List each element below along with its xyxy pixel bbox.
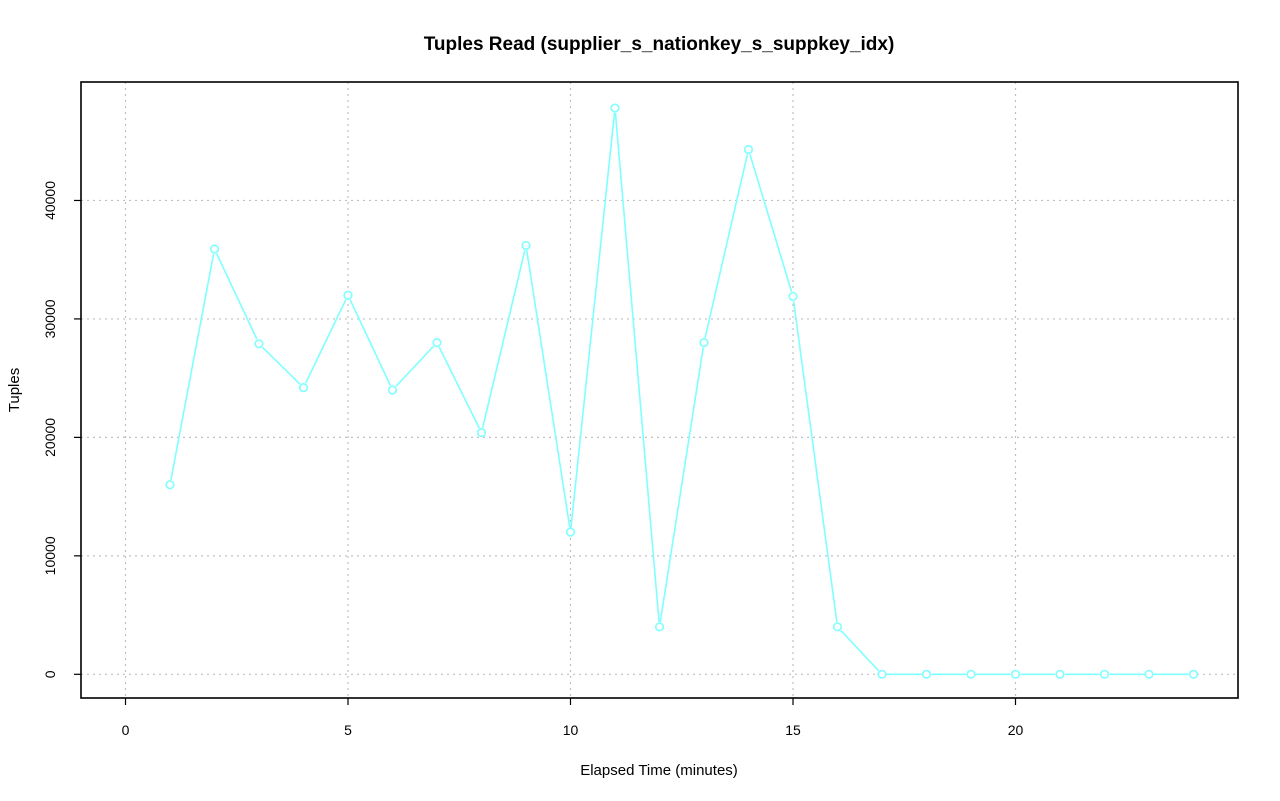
series-tuples <box>165 103 1199 679</box>
x-tick-label: 10 <box>563 722 579 738</box>
y-tick-label: 20000 <box>42 418 58 457</box>
data-point <box>654 622 665 632</box>
x-tick-label: 15 <box>785 722 801 738</box>
data-point <box>476 428 487 438</box>
series-line-segment <box>614 112 660 623</box>
x-axis-label: Elapsed Time (minutes) <box>580 762 738 779</box>
x-tick-label: 20 <box>1008 722 1024 738</box>
series-line-segment <box>481 250 526 428</box>
data-point <box>1010 669 1021 679</box>
data-point <box>1055 669 1065 679</box>
y-axis-label: Tuples <box>6 368 23 412</box>
data-point <box>165 480 175 490</box>
data-point <box>432 338 442 348</box>
series-line-segment <box>304 299 347 384</box>
data-point <box>565 527 576 537</box>
data-point <box>743 144 754 155</box>
data-point <box>832 622 843 632</box>
series-line-segment <box>840 630 880 672</box>
data-point <box>877 669 887 679</box>
series-line-segment <box>349 299 392 386</box>
chart-title: Tuples Read (supplier_s_nationkey_s_supp… <box>424 34 895 55</box>
data-point <box>1144 669 1154 679</box>
series-line-segment <box>395 345 435 387</box>
data-point <box>610 103 620 113</box>
data-point <box>387 385 398 395</box>
data-point <box>343 290 353 300</box>
x-axis: 0 5 10 15 20 <box>122 698 1024 738</box>
y-tick-label: 10000 <box>42 536 58 575</box>
series-line-segment <box>438 346 481 429</box>
y-tick-label: 0 <box>42 670 58 678</box>
data-point <box>521 240 531 251</box>
y-axis: 0 10000 20000 30000 40000 <box>42 181 81 678</box>
y-tick-label: 30000 <box>42 299 58 338</box>
grid-lines <box>81 82 1238 698</box>
data-point <box>298 383 309 393</box>
series-line-segment <box>170 253 215 481</box>
data-point <box>699 338 709 348</box>
series-line-segment <box>262 346 301 385</box>
y-tick-label: 40000 <box>42 181 58 220</box>
data-point <box>966 669 976 679</box>
x-tick-label: 5 <box>344 722 352 738</box>
series-line-segment <box>792 301 838 623</box>
data-point <box>254 339 264 349</box>
data-point <box>1099 669 1110 679</box>
series-line-segment <box>215 253 258 340</box>
data-point <box>788 291 798 302</box>
series-line-segment <box>659 347 705 623</box>
plot-frame <box>80 81 1239 699</box>
series-line-segment <box>749 154 793 292</box>
data-point <box>1188 669 1199 679</box>
series-line-segment <box>525 250 571 528</box>
series-line-segment <box>704 154 749 338</box>
data-point <box>921 669 932 679</box>
x-tick-label: 0 <box>122 722 130 738</box>
data-point <box>209 244 220 254</box>
series-line-segment <box>570 112 616 528</box>
